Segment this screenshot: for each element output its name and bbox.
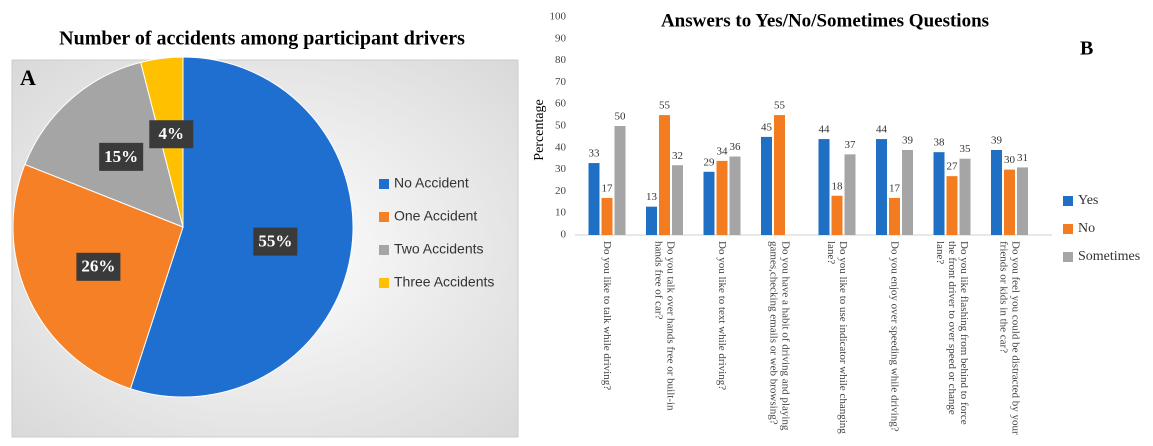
label-box <box>99 142 144 171</box>
panel-label: A <box>20 65 36 90</box>
data-label: 17 <box>602 182 614 194</box>
y-tick-label: 90 <box>555 32 567 44</box>
y-tick-label: 50 <box>555 120 567 132</box>
x-tick-label: Do you like flashing from behind to forc… <box>934 241 970 425</box>
y-tick-label: 40 <box>555 141 567 153</box>
legend-label: One Accident <box>394 208 477 224</box>
data-label: 34 <box>717 145 729 157</box>
bar <box>844 154 856 235</box>
bar <box>831 195 843 235</box>
y-tick-label: 20 <box>555 185 567 197</box>
bar <box>991 149 1002 235</box>
data-label: 39 <box>991 135 1003 147</box>
legend-swatch <box>379 278 389 288</box>
y-tick-label: 70 <box>555 76 567 88</box>
data-label: 32 <box>672 150 683 162</box>
bar <box>729 156 741 235</box>
legend-swatch <box>379 245 389 255</box>
bar <box>946 176 958 235</box>
legend-label: No Accident <box>394 175 469 191</box>
bar <box>876 139 887 235</box>
y-axis-label: Percentage <box>532 99 547 160</box>
label-box <box>76 252 121 281</box>
bar <box>703 171 715 235</box>
bar <box>774 115 785 235</box>
slice-label: 4% <box>159 124 185 143</box>
bar <box>761 136 772 235</box>
legend-label: No <box>1078 221 1095 236</box>
legend-label: Two Accidents <box>394 241 484 257</box>
data-label: 44 <box>876 124 888 136</box>
data-label: 17 <box>889 182 901 194</box>
data-label: 31 <box>1017 152 1028 164</box>
x-tick-label: Do you have a habit of driving and playi… <box>767 241 792 431</box>
bar <box>614 126 626 235</box>
bar <box>1004 169 1015 235</box>
x-tick-label: Do you like to talk while driving? <box>601 241 613 391</box>
bar <box>646 206 657 235</box>
data-label: 36 <box>730 141 742 153</box>
data-label: 18 <box>832 180 844 192</box>
bar <box>588 163 600 235</box>
bar <box>933 152 945 235</box>
bar <box>818 139 830 235</box>
y-tick-label: 80 <box>555 54 567 66</box>
slice-label: 55% <box>258 232 292 251</box>
data-label: 38 <box>934 137 946 149</box>
data-label: 39 <box>902 135 914 147</box>
bar <box>659 115 670 235</box>
data-label: 55 <box>659 100 671 112</box>
data-label: 13 <box>646 191 658 203</box>
data-label: 30 <box>1004 154 1016 166</box>
y-tick-label: 30 <box>555 163 567 175</box>
bar <box>716 160 728 235</box>
y-tick-label: 10 <box>555 207 567 219</box>
legend-swatch <box>379 212 389 222</box>
legend-swatch <box>1063 224 1073 234</box>
panel-label: B <box>1080 38 1093 60</box>
legend-swatch <box>1063 196 1073 206</box>
data-label: 35 <box>960 143 972 155</box>
x-tick-label: Do you like to text while driving? <box>716 241 728 391</box>
data-label: 27 <box>947 161 959 173</box>
data-label: 45 <box>761 121 773 133</box>
chart-title: Answers to Yes/No/Sometimes Questions <box>661 10 989 31</box>
label-box <box>253 227 298 256</box>
bar <box>889 197 900 235</box>
data-label: 29 <box>704 156 716 168</box>
legend-label: Yes <box>1078 193 1098 208</box>
bar <box>601 197 613 235</box>
y-tick-label: 100 <box>550 11 567 23</box>
x-tick-label: Do you talk over hands free or built-in … <box>652 241 677 411</box>
data-label: 55 <box>774 100 786 112</box>
x-tick-label: Do you like to use indicator while chang… <box>825 241 849 434</box>
legend-label: Three Accidents <box>394 274 494 290</box>
chart-title: Number of accidents among participant dr… <box>59 28 465 50</box>
data-label: 37 <box>845 139 857 151</box>
bar <box>902 149 913 235</box>
data-label: 44 <box>819 124 831 136</box>
legend-label: Sometimes <box>1078 249 1140 264</box>
y-tick-label: 0 <box>561 229 567 241</box>
bar <box>672 165 683 235</box>
legend-swatch <box>379 179 389 189</box>
data-label: 50 <box>615 111 627 123</box>
legend-swatch <box>1063 252 1073 262</box>
x-tick-label: Do you feel you could be distracted by y… <box>997 241 1022 435</box>
slice-label: 15% <box>104 147 138 166</box>
bar <box>959 158 971 235</box>
data-label: 33 <box>589 148 601 160</box>
bar <box>1017 167 1028 235</box>
y-tick-label: 60 <box>555 98 567 110</box>
slice-label: 26% <box>81 257 115 276</box>
label-box <box>149 120 194 149</box>
x-tick-label: Do you enjoy over speeding while driving… <box>888 241 901 432</box>
